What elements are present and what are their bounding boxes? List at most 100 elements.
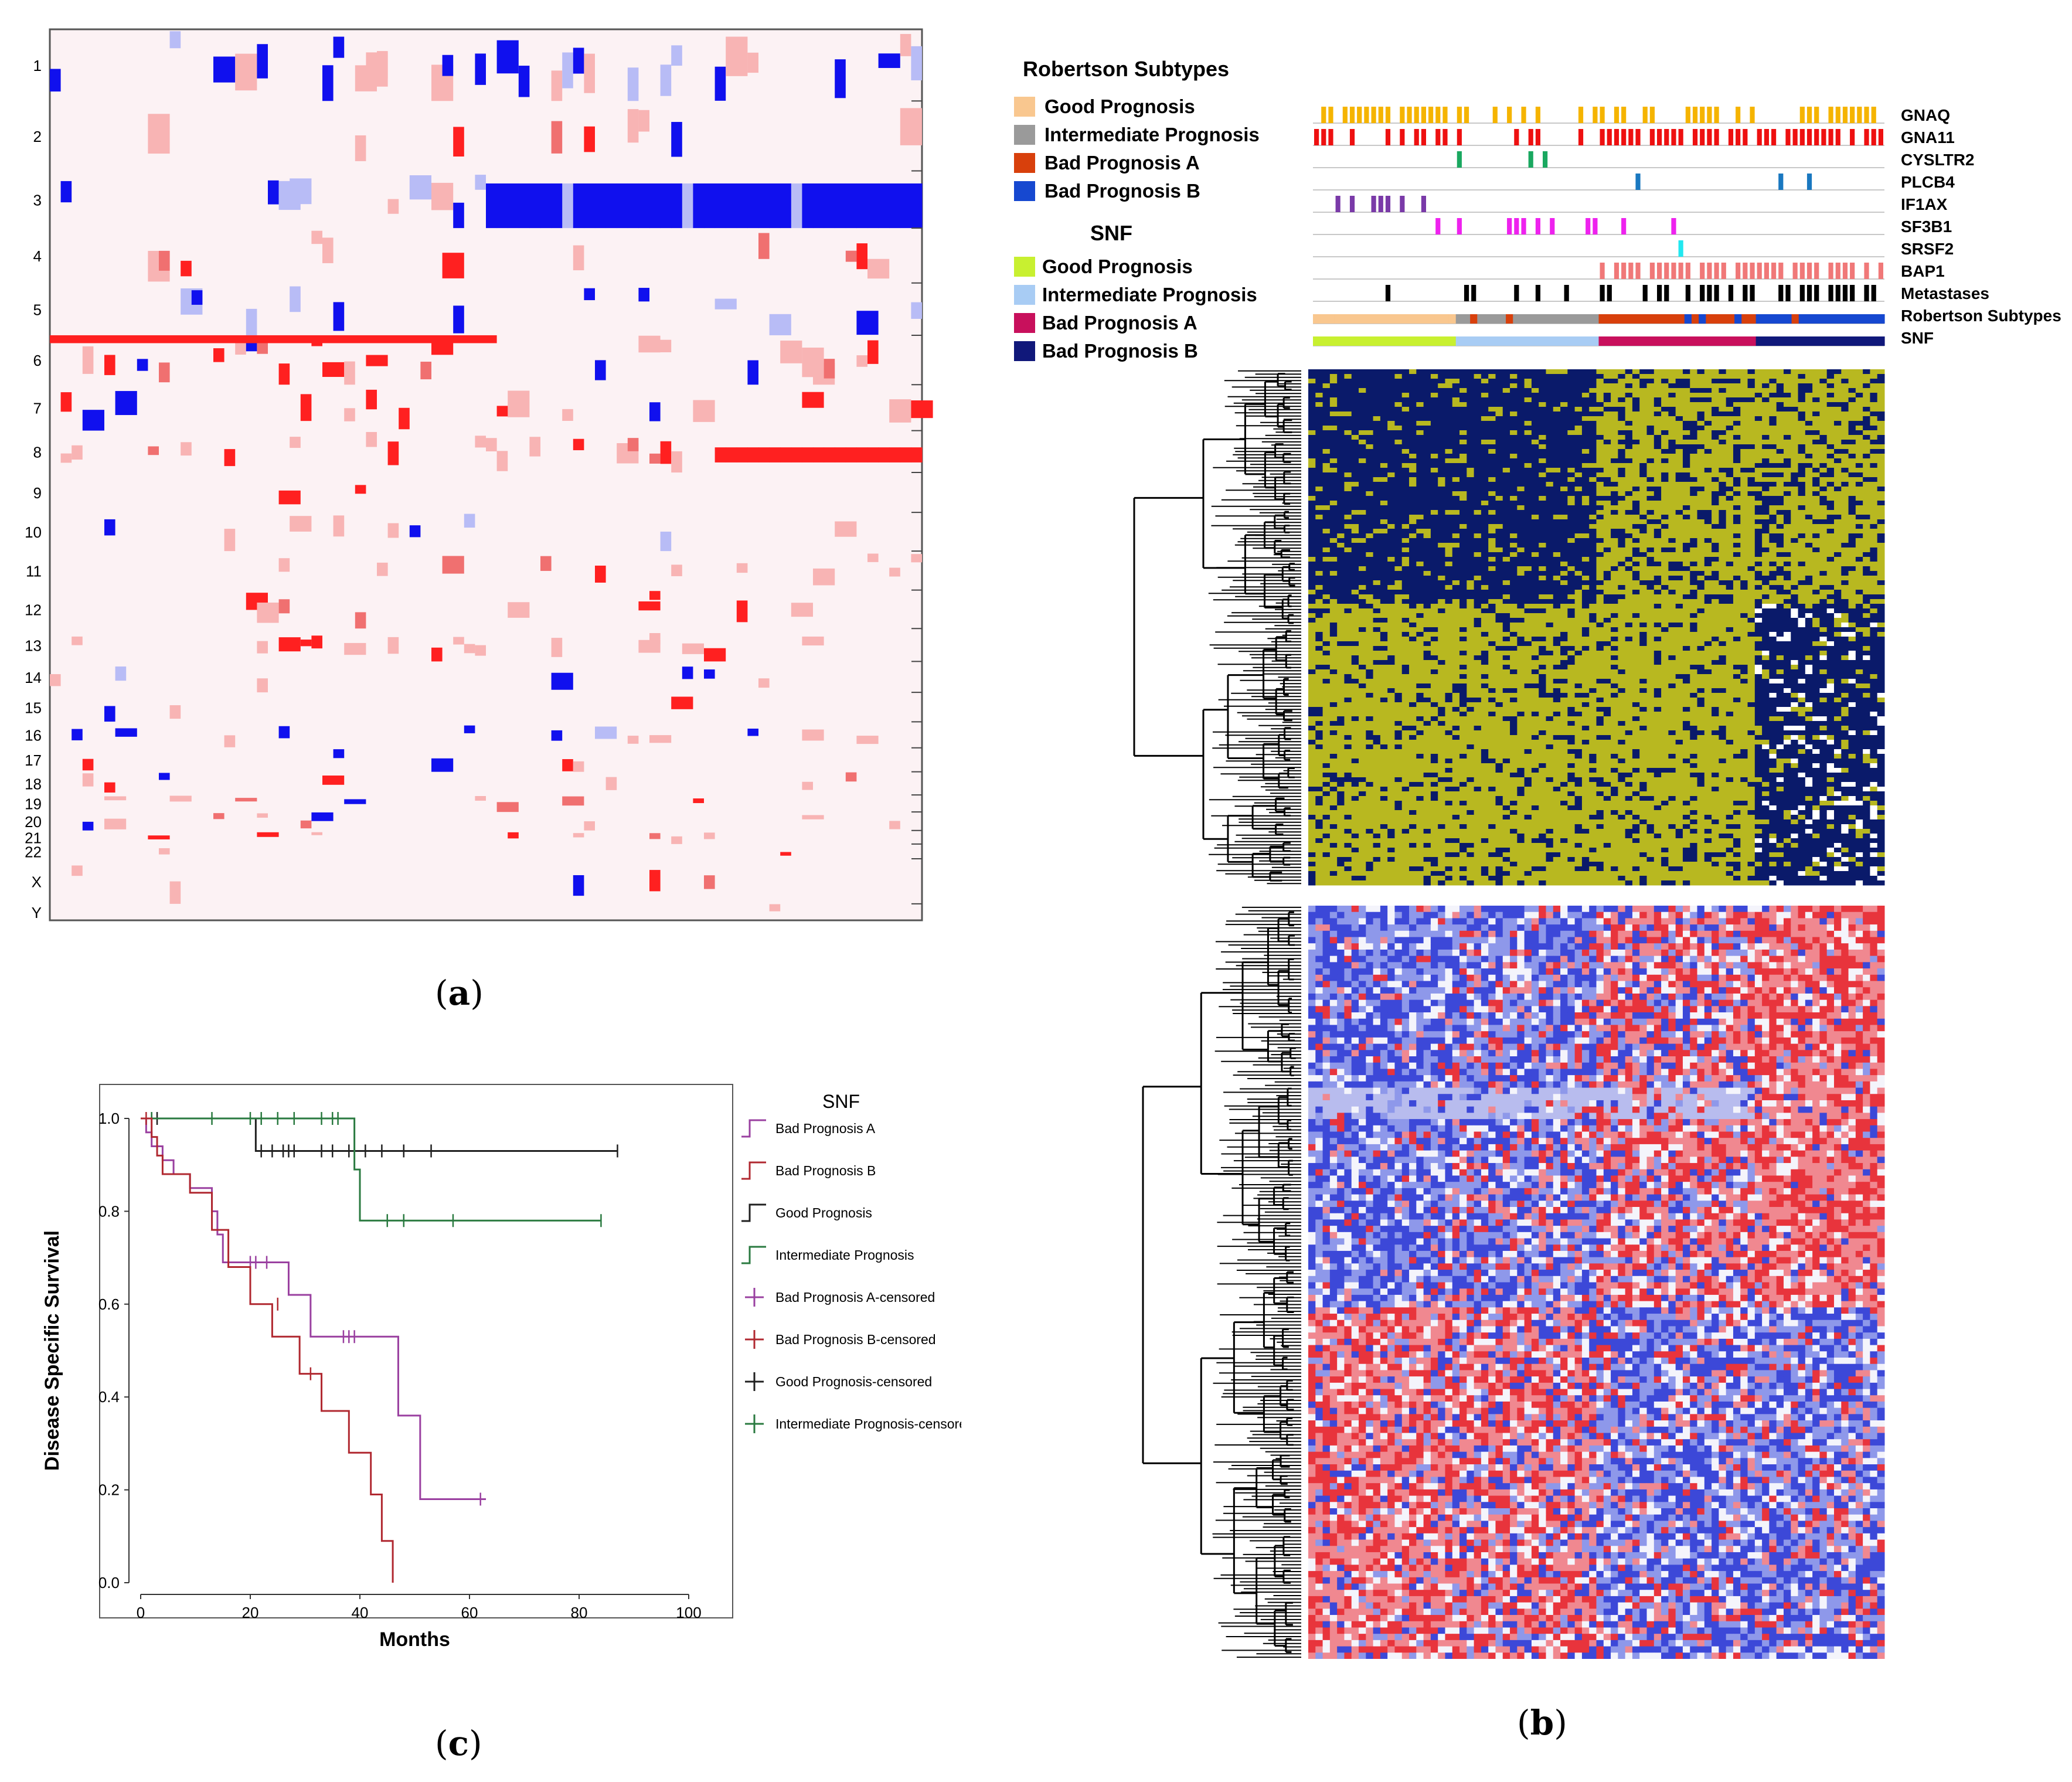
heat-cell <box>1352 463 1359 468</box>
cnv-cell <box>453 127 464 157</box>
heat-cell <box>1841 538 1849 543</box>
heat-cell <box>1604 454 1611 459</box>
heat-cell <box>1690 487 1697 492</box>
heat-cell <box>1719 444 1726 450</box>
heat-cell <box>1575 557 1583 562</box>
heat-cell <box>1308 444 1316 450</box>
heat-cell <box>1856 594 1863 600</box>
heat-cell <box>1438 590 1445 595</box>
heat-cell <box>1409 594 1417 600</box>
cnv-cell <box>747 447 758 462</box>
mutation-mark <box>1507 107 1512 123</box>
heat-cell <box>1474 454 1482 459</box>
heat-cell <box>1495 510 1503 515</box>
heat-cell <box>1697 369 1705 375</box>
heat-cell <box>1805 547 1813 553</box>
mutation-mark <box>1628 129 1633 145</box>
heat-cell <box>1438 547 1445 553</box>
heat-cell <box>1394 571 1402 576</box>
mutation-mark <box>1729 285 1733 301</box>
heat-cell <box>1856 393 1863 398</box>
heat-cell <box>1517 416 1525 421</box>
cnv-cell <box>322 65 334 101</box>
heat-cell <box>1712 407 1719 412</box>
heat-cell <box>1416 421 1424 426</box>
chromosome-label: 11 <box>26 562 42 580</box>
mutation-mark <box>1578 107 1583 123</box>
heat-cell <box>1712 444 1719 450</box>
heat-cell <box>1373 393 1381 398</box>
heat-cell <box>1769 402 1777 407</box>
heat-cell <box>1387 566 1395 572</box>
heat-cell <box>1791 468 1798 473</box>
heat-cell <box>1632 472 1640 478</box>
heat-cell <box>1315 449 1323 454</box>
heat-cell <box>1323 440 1331 445</box>
heat-cell <box>1676 388 1683 393</box>
heat-cell <box>1402 383 1410 389</box>
heat-cell <box>1567 505 1575 511</box>
heat-cell <box>1308 379 1316 384</box>
heat-cell <box>1344 388 1352 393</box>
heat-cell <box>1870 487 1877 492</box>
heat-cell <box>1394 557 1402 562</box>
heat-cell <box>1784 383 1791 389</box>
cnv-cell <box>562 759 573 771</box>
heat-cell <box>1495 505 1503 511</box>
heat-cell <box>1567 369 1575 375</box>
heat-cell <box>1525 519 1532 525</box>
cnv-cell <box>257 603 278 623</box>
heat-cell <box>1438 416 1445 421</box>
heat-cell <box>1683 505 1690 511</box>
heat-cell <box>1560 430 1568 436</box>
heat-cell <box>1726 519 1734 525</box>
heat-cell <box>1755 562 1763 567</box>
robertson-track-cell <box>1477 314 1485 324</box>
heat-cell <box>1769 491 1777 496</box>
heat-cell <box>1639 590 1647 595</box>
heat-cell <box>1467 576 1474 581</box>
mutation-mark <box>1421 107 1426 123</box>
heat-cell <box>1611 397 1618 403</box>
heat-cell <box>1409 397 1417 403</box>
heat-cell <box>1625 585 1633 590</box>
cnv-cell <box>802 447 813 462</box>
heat-cell <box>1870 496 1877 501</box>
snf-track-cell <box>1570 336 1578 346</box>
cnv-cell <box>104 796 126 800</box>
heat-cell <box>1769 519 1777 525</box>
cnv-cell <box>879 53 900 68</box>
heat-cell <box>1604 505 1611 511</box>
heat-cell <box>1755 594 1763 600</box>
heat-cell <box>1380 529 1388 534</box>
heat-cell <box>1352 487 1359 492</box>
heat-cell <box>1323 599 1331 604</box>
heat-cell <box>1639 379 1647 384</box>
heat-cell <box>1330 369 1338 375</box>
heat-cell <box>1424 501 1431 506</box>
heat-cell <box>1438 407 1445 412</box>
heat-cell <box>1337 538 1345 543</box>
heat-cell <box>1755 580 1763 586</box>
heat-cell <box>1394 590 1402 595</box>
heat-cell <box>1503 505 1510 511</box>
heat-cell <box>1740 562 1748 567</box>
heat-cell <box>1632 463 1640 468</box>
heat-cell <box>1445 505 1452 511</box>
heat-cell <box>1625 426 1633 431</box>
heat-cell <box>1654 426 1662 431</box>
heat-cell <box>1459 402 1467 407</box>
heat-cell <box>1798 402 1806 407</box>
cnv-cell <box>148 446 159 455</box>
heat-cell <box>1661 388 1669 393</box>
heat-cell <box>1604 543 1611 548</box>
heat-cell <box>1344 463 1352 468</box>
heat-cell <box>1589 430 1597 436</box>
heat-cell <box>1877 388 1885 393</box>
heat-cell <box>1661 496 1669 501</box>
heat-cell <box>1597 505 1604 511</box>
heat-cell <box>1819 533 1827 539</box>
heat-cell <box>1532 510 1539 515</box>
heat-cell <box>1733 430 1741 436</box>
heat-cell <box>1510 576 1518 581</box>
